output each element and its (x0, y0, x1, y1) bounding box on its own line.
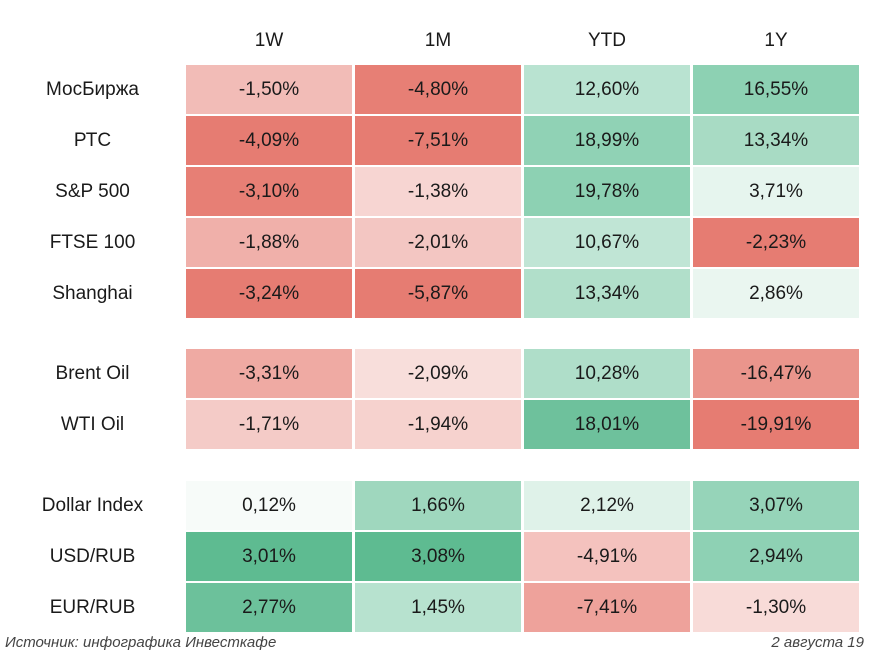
value-cell: -7,51% (355, 116, 521, 165)
value-cell: -1,71% (186, 400, 352, 449)
value-cell: -2,23% (693, 218, 859, 267)
value-cell: 2,12% (524, 481, 690, 530)
column-header: 1M (424, 30, 452, 51)
value-cell: -1,38% (355, 167, 521, 216)
value-cell: 3,07% (693, 481, 859, 530)
row-label: Shanghai (52, 283, 133, 304)
value-cell: 10,28% (524, 349, 690, 398)
value-cell: 3,08% (355, 532, 521, 581)
source-note: Источник: инфографика Инвесткафе (5, 634, 277, 651)
value-cell: 0,12% (186, 481, 352, 530)
value-cell: 3,01% (186, 532, 352, 581)
value-cell: 12,60% (524, 65, 690, 114)
value-cell: -1,94% (355, 400, 521, 449)
value-cell: -1,88% (186, 218, 352, 267)
value-cell: 19,78% (524, 167, 690, 216)
row-label: Dollar Index (41, 495, 144, 516)
value-cell: -1,30% (693, 583, 859, 632)
column-header: 1Y (764, 30, 788, 51)
date-note: 2 августа 19 (771, 634, 864, 651)
value-cell: 13,34% (693, 116, 859, 165)
value-cell: 18,01% (524, 400, 690, 449)
row-label: FTSE 100 (49, 232, 136, 253)
value-cell: -4,91% (524, 532, 690, 581)
value-cell: -19,91% (693, 400, 859, 449)
value-cell: -3,10% (186, 167, 352, 216)
value-cell: 1,45% (355, 583, 521, 632)
value-cell: 3,71% (693, 167, 859, 216)
row-label: WTI Oil (60, 414, 125, 435)
value-cell: -5,87% (355, 269, 521, 318)
value-cell: -2,09% (355, 349, 521, 398)
value-cell: -2,01% (355, 218, 521, 267)
row-label: МосБиржа (45, 79, 140, 100)
value-cell: 1,66% (355, 481, 521, 530)
value-cell: -7,41% (524, 583, 690, 632)
row-label: Brent Oil (55, 363, 130, 384)
value-cell: 2,94% (693, 532, 859, 581)
value-cell: -3,31% (186, 349, 352, 398)
row-label: EUR/RUB (49, 597, 136, 618)
row-label: РТС (73, 130, 112, 151)
value-cell: -4,80% (355, 65, 521, 114)
value-cell: -16,47% (693, 349, 859, 398)
value-cell: 10,67% (524, 218, 690, 267)
value-cell: -1,50% (186, 65, 352, 114)
value-cell: 18,99% (524, 116, 690, 165)
value-cell: 13,34% (524, 269, 690, 318)
value-cell: 16,55% (693, 65, 859, 114)
row-label: USD/RUB (49, 546, 136, 567)
value-cell: 2,77% (186, 583, 352, 632)
column-header: YTD (588, 30, 626, 51)
column-header: 1W (254, 30, 284, 51)
row-label: S&P 500 (55, 181, 130, 202)
value-cell: 2,86% (693, 269, 859, 318)
value-cell: -4,09% (186, 116, 352, 165)
value-cell: -3,24% (186, 269, 352, 318)
